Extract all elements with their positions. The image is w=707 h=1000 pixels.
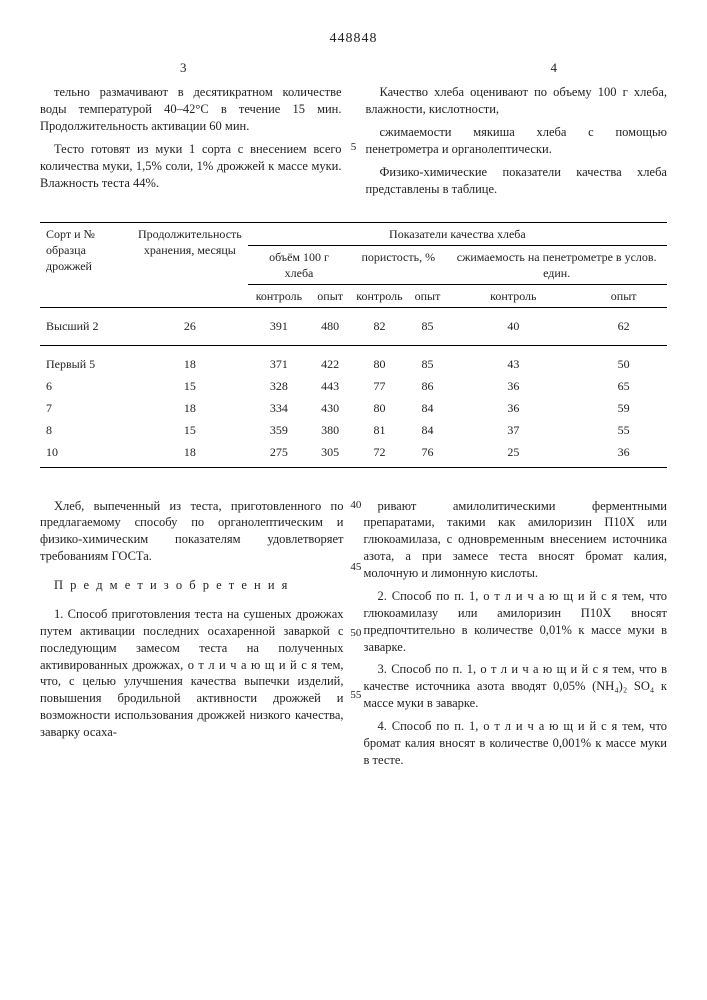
th-ctrl: контроль [350, 285, 408, 308]
table-cell: 80 [350, 397, 408, 419]
table-cell: 77 [350, 375, 408, 397]
table-cell: 6 [40, 375, 132, 397]
table-cell: 59 [580, 397, 667, 419]
table-cell: 82 [350, 308, 408, 345]
line-number: 5 [351, 140, 357, 155]
table-cell: 430 [310, 397, 350, 419]
table-cell: 50 [580, 345, 667, 375]
table-cell: 84 [409, 419, 447, 441]
top-right-col: Качество хлеба оценивают по объему 100 г… [366, 84, 668, 203]
table-cell: 305 [310, 441, 350, 467]
table-cell: 65 [580, 375, 667, 397]
table-cell: 81 [350, 419, 408, 441]
page-right: 4 [551, 59, 558, 77]
page-left: 3 [180, 59, 187, 77]
table-cell: 10 [40, 441, 132, 467]
table-cell: 15 [132, 375, 248, 397]
th-ctrl: контроль [446, 285, 580, 308]
para: сжимаемости мякиша хлеба с помощью пенет… [366, 124, 668, 158]
page-numbers: 3 4 [40, 59, 667, 77]
th-exp: опыт [580, 285, 667, 308]
table-cell: 76 [409, 441, 447, 467]
table-cell: 85 [409, 308, 447, 345]
table-cell: 391 [248, 308, 310, 345]
top-columns: тельно размачивают в десятикратном колич… [40, 84, 667, 203]
line-number: 40 [350, 498, 361, 513]
table-row: Первый 51837142280854350 [40, 345, 667, 375]
top-left-col: тельно размачивают в десятикратном колич… [40, 84, 342, 203]
para: тельно размачивают в десятикратном колич… [40, 84, 342, 135]
para: Тесто готовят из муки 1 сорта с внесение… [40, 141, 342, 192]
para: Качество хлеба оценивают по объему 100 г… [366, 84, 668, 118]
table-cell: 40 [446, 308, 580, 345]
table-cell: 8 [40, 419, 132, 441]
para: 4. Способ по п. 1, о т л и ч а ю щ и й с… [364, 718, 668, 769]
line-number: 50 [350, 626, 361, 641]
table-cell: 62 [580, 308, 667, 345]
line-number: 55 [350, 688, 361, 703]
table-cell: 422 [310, 345, 350, 375]
table-cell: 15 [132, 419, 248, 441]
lower-left-col: Хлеб, выпеченный из теста, приготовленно… [40, 498, 344, 775]
para: 1. Способ приготовления теста на сушеных… [40, 606, 344, 741]
th-porosity: пористость, % [350, 245, 446, 284]
table-cell: 359 [248, 419, 310, 441]
table-cell: 80 [350, 345, 408, 375]
table-cell: 25 [446, 441, 580, 467]
table-cell: 37 [446, 419, 580, 441]
quality-table: Сорт и № образца дрожжей Продолжительнос… [40, 222, 667, 468]
para: 2. Способ по п. 1, о т л и ч а ю щ и й с… [364, 588, 668, 656]
th-ctrl: контроль [248, 285, 310, 308]
table-cell: Первый 5 [40, 345, 132, 375]
line-number: 45 [350, 560, 361, 575]
table-cell: 55 [580, 419, 667, 441]
para: ривают амилолитическими ферментными преп… [364, 498, 668, 582]
table-cell: 480 [310, 308, 350, 345]
table-cell: 18 [132, 441, 248, 467]
table-cell: 72 [350, 441, 408, 467]
table-cell: 36 [580, 441, 667, 467]
table-row: 81535938081843755 [40, 419, 667, 441]
claims-header: П р е д м е т и з о б р е т е н и я [40, 577, 344, 594]
table-cell: 7 [40, 397, 132, 419]
table-cell: 275 [248, 441, 310, 467]
table-cell: 85 [409, 345, 447, 375]
table-cell: 443 [310, 375, 350, 397]
th-exp: опыт [310, 285, 350, 308]
para: Хлеб, выпеченный из теста, приготовленно… [40, 498, 344, 566]
table-cell: 84 [409, 397, 447, 419]
para: Физико-химические показатели качества хл… [366, 164, 668, 198]
table-row: 71833443080843659 [40, 397, 667, 419]
table-cell: 380 [310, 419, 350, 441]
table-cell: Высший 2 [40, 308, 132, 345]
table-cell: 328 [248, 375, 310, 397]
th-exp: опыт [409, 285, 447, 308]
table-cell: 36 [446, 375, 580, 397]
th-sort: Сорт и № образца дрожжей [40, 222, 132, 308]
table-row: 61532844377863665 [40, 375, 667, 397]
table-cell: 86 [409, 375, 447, 397]
table-cell: 43 [446, 345, 580, 375]
table-cell: 36 [446, 397, 580, 419]
table-cell: 18 [132, 397, 248, 419]
table-cell: 26 [132, 308, 248, 345]
table-cell: 18 [132, 345, 248, 375]
table-row: Высший 22639148082854062 [40, 308, 667, 345]
th-squeeze: сжимаемость на пенетрометре в услов. еди… [446, 245, 667, 284]
para: 3. Способ по п. 1, о т л и ч а ю щ и й с… [364, 661, 668, 712]
table-row: 101827530572762536 [40, 441, 667, 467]
table-cell: 334 [248, 397, 310, 419]
th-duration: Продолжительность хранения, месяцы [132, 222, 248, 308]
table-cell: 371 [248, 345, 310, 375]
document-number: 448848 [40, 30, 667, 49]
lower-columns: Хлеб, выпеченный из теста, приготовленно… [40, 498, 667, 775]
th-quality: Показатели качества хлеба [248, 222, 667, 245]
th-volume: объём 100 г хлеба [248, 245, 351, 284]
lower-right-col: ривают амилолитическими ферментными преп… [364, 498, 668, 775]
